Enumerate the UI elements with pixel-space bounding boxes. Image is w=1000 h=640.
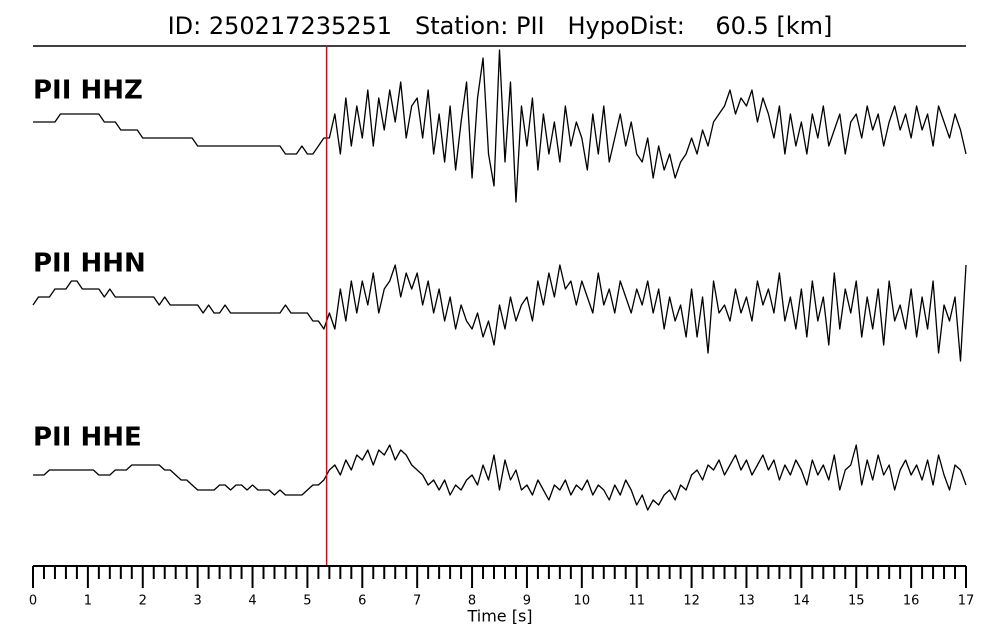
x-tick-label: 3 — [194, 594, 202, 609]
x-tick-label: 2 — [139, 594, 147, 609]
channel-label: PII HHN — [33, 249, 146, 279]
x-tick-label: 12 — [683, 594, 700, 609]
channel-label: PII HHE — [33, 423, 142, 453]
x-tick-label: 0 — [29, 594, 37, 609]
x-tick-label: 16 — [903, 594, 920, 609]
x-tick-label: 10 — [574, 594, 591, 609]
x-tick-label: 8 — [468, 594, 476, 609]
channel-label: PII HHZ — [33, 76, 143, 106]
x-tick-label: 5 — [303, 594, 311, 609]
chart-title: ID: 250217235251 Station: PII HypoDist: … — [168, 12, 833, 40]
x-tick-label: 1 — [84, 594, 92, 609]
x-tick-label: 11 — [628, 594, 645, 609]
x-tick-label: 4 — [248, 594, 256, 609]
trace — [33, 49, 967, 203]
x-tick-label: 17 — [958, 594, 975, 609]
x-tick-label: 9 — [523, 594, 531, 609]
x-tick-label: 14 — [793, 594, 810, 609]
x-tick-label: 6 — [358, 594, 366, 609]
trace — [33, 444, 967, 511]
x-tick-label: 15 — [848, 594, 865, 609]
x-tick-label: 7 — [413, 594, 421, 609]
trace — [32, 264, 967, 362]
x-axis-label: Time [s] — [466, 607, 532, 626]
x-tick-label: 13 — [738, 594, 755, 609]
